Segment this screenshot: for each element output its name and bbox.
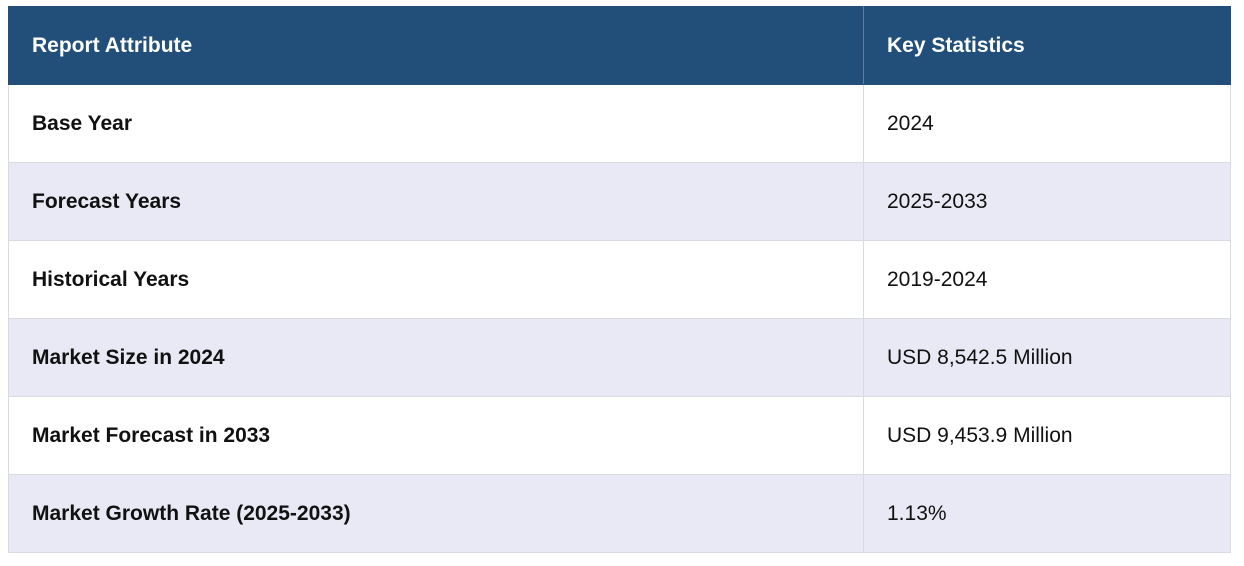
- table-row: Market Forecast in 2033 USD 9,453.9 Mill…: [8, 396, 1231, 475]
- attribute-cell: Base Year: [8, 84, 864, 163]
- table-row: Market Growth Rate (2025-2033) 1.13%: [8, 474, 1231, 553]
- value-cell: 2025-2033: [863, 162, 1231, 241]
- report-statistics-table: Report Attribute Key Statistics Base Yea…: [8, 6, 1231, 553]
- attribute-cell: Market Size in 2024: [8, 318, 864, 397]
- table-row: Market Size in 2024 USD 8,542.5 Million: [8, 318, 1231, 397]
- header-report-attribute: Report Attribute: [8, 6, 864, 85]
- value-cell: USD 8,542.5 Million: [863, 318, 1231, 397]
- table-row: Forecast Years 2025-2033: [8, 162, 1231, 241]
- value-cell: USD 9,453.9 Million: [863, 396, 1231, 475]
- table-row: Historical Years 2019-2024: [8, 240, 1231, 319]
- value-cell: 2019-2024: [863, 240, 1231, 319]
- value-cell: 2024: [863, 84, 1231, 163]
- table-row: Base Year 2024: [8, 84, 1231, 163]
- table-header: Report Attribute Key Statistics: [8, 6, 1231, 85]
- attribute-cell: Market Growth Rate (2025-2033): [8, 474, 864, 553]
- attribute-cell: Historical Years: [8, 240, 864, 319]
- attribute-cell: Forecast Years: [8, 162, 864, 241]
- header-row: Report Attribute Key Statistics: [8, 6, 1231, 85]
- header-key-statistics: Key Statistics: [863, 6, 1231, 85]
- value-cell: 1.13%: [863, 474, 1231, 553]
- table-body: Base Year 2024 Forecast Years 2025-2033 …: [8, 84, 1231, 553]
- attribute-cell: Market Forecast in 2033: [8, 396, 864, 475]
